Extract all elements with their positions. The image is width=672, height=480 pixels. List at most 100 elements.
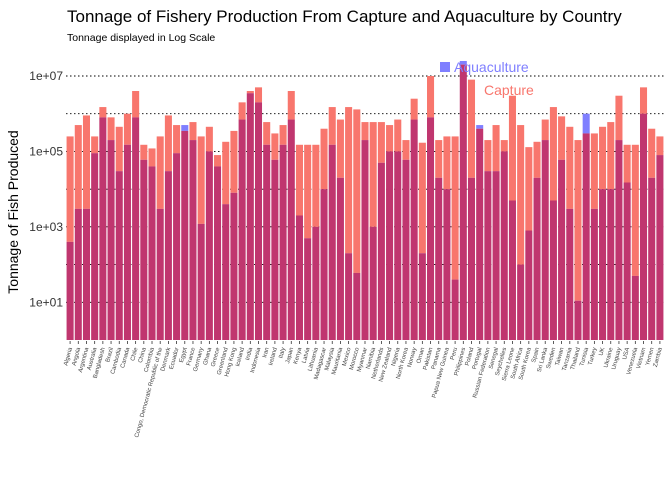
overlap-bar [148,166,156,340]
capture-bar [91,136,99,154]
capture-bar [590,133,598,209]
overlap-bar [189,140,197,340]
x-tick-label: Ukraine [604,346,615,368]
overlap-bar [639,113,648,340]
overlap-bar [517,264,525,340]
overlap-bar [156,208,164,340]
overlap-bar [386,151,394,340]
x-tick-label: Iran [262,347,270,359]
x-tick-label: USA [622,347,631,360]
capture-bar [574,140,582,301]
overlap-bar [320,189,328,340]
overlap-bar [427,117,435,340]
overlap-bar [115,171,123,340]
capture-bar [222,141,230,205]
x-tick-label: Oman [416,347,426,364]
overlap-bar [140,159,148,340]
overlap-bar [484,171,492,340]
overlap-bar [328,144,336,340]
capture-bar [279,125,287,145]
overlap-bar [336,177,344,340]
capture-bar [99,107,107,118]
capture-bar [549,107,557,201]
x-tick-label: Uruguay [611,347,623,370]
overlap-bar [566,208,574,340]
overlap-bar [394,151,402,340]
overlap-bar [525,230,533,340]
overlap-bar [648,177,656,340]
capture-bar [402,140,410,160]
overlap-bar [599,189,607,340]
capture-bar [484,140,492,172]
x-tick-label: France [186,346,197,366]
x-tick-label: Nigeria [391,346,402,367]
overlap-bar [533,177,541,340]
x-tick-label: Spain [531,347,541,363]
overlap-bar [492,171,500,340]
overlap-bar [254,102,263,340]
overlap-bar [582,133,590,340]
x-tick-label: Ecuador [169,347,181,370]
capture-bar [566,126,574,209]
overlap-bar [607,189,615,340]
overlap-bar [99,117,107,340]
capture-bar [607,122,615,190]
overlap-bar [205,151,213,340]
capture-bar [361,122,369,141]
capture-bar [377,122,385,163]
overlap-bar [558,159,566,340]
overlap-bar [197,223,205,340]
x-tick-label: China [138,346,148,363]
y-tick-label: 1e+03 [29,220,63,234]
capture-bar [656,136,664,156]
overlap-bar [164,171,172,340]
overlap-bar [574,300,582,340]
capture-bar [123,113,131,145]
overlap-bar [656,155,664,340]
x-tick-label: Tunisia [579,346,590,367]
aquaculture-bar [582,113,590,134]
overlap-bar [271,159,279,340]
capture-bar [558,116,566,160]
overlap-bar [66,241,74,340]
x-tick-label: Vietnam [636,347,647,370]
x-tick-label: Thailand [570,347,582,371]
capture-bar [115,126,123,172]
capture-bar [197,136,205,224]
x-tick-label: Turkey [588,347,598,366]
x-tick-label: UK [599,347,607,357]
x-tick-label: Algeria [63,346,74,366]
capture-bar [140,144,148,160]
overlap-bar [402,159,410,340]
capture-bar [164,115,172,172]
capture-bar [328,107,336,145]
overlap-bar [304,238,312,340]
capture-bar [541,119,549,141]
x-tick-label: Senegal [489,347,500,370]
aquaculture-bar [181,125,189,131]
capture-bar [254,87,263,103]
x-tick-label: Yemen [645,347,656,366]
overlap-bar [74,208,82,340]
overlap-bar [345,253,353,340]
overlap-bar [312,226,320,340]
overlap-bar [222,204,230,340]
overlap-bar [623,182,631,340]
capture-bar [467,79,476,178]
overlap-bar [435,177,443,340]
overlap-bar [279,144,287,340]
x-tick-label: Pakistan [423,347,435,371]
capture-bar [418,142,426,254]
capture-bar [525,147,533,231]
overlap-bar [214,166,222,340]
x-tick-label: Morocco [349,346,361,370]
overlap-bar [377,162,385,340]
overlap-bar [82,208,91,340]
x-tick-label: Italy [278,347,287,359]
x-tick-label: Poland [465,347,476,367]
chart-subtitle: Tonnage displayed in Log Scale [67,32,215,44]
capture-bar [156,136,164,209]
annotations: Aquaculture Capture [440,59,534,98]
capture-bar [82,115,91,209]
capture-bar [639,87,648,114]
